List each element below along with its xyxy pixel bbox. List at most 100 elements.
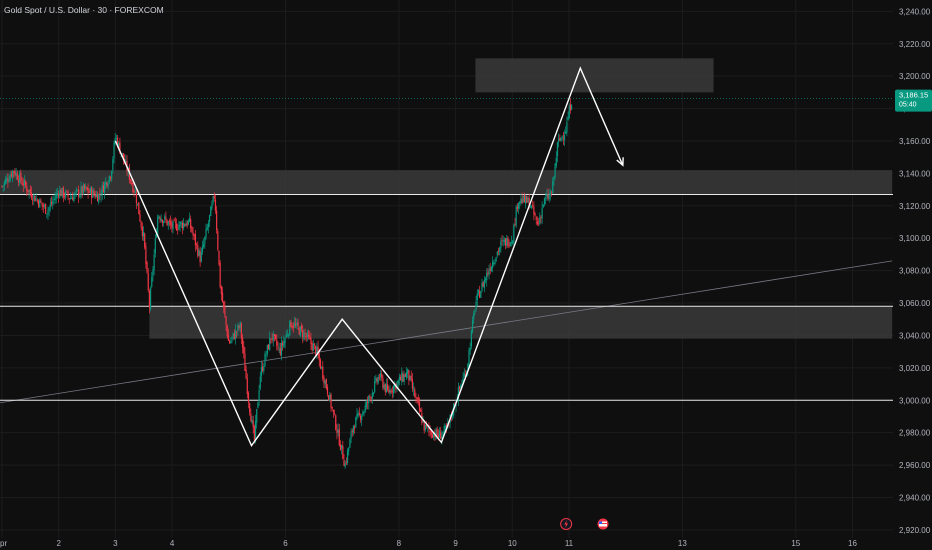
candle-body bbox=[262, 366, 264, 372]
zone-rectangle[interactable] bbox=[475, 58, 714, 93]
candle-body bbox=[125, 160, 127, 163]
candle-body bbox=[357, 413, 359, 416]
candle-body bbox=[296, 322, 298, 326]
candle-body bbox=[21, 181, 23, 185]
candle-body bbox=[257, 402, 259, 409]
candle-body bbox=[397, 380, 399, 384]
zone-rectangle[interactable] bbox=[0, 170, 893, 195]
candle-body bbox=[132, 182, 134, 192]
time-axis[interactable]: pr 2 3 4 6 8 9 10 11 13 15 16 bbox=[0, 538, 932, 550]
candle-body bbox=[22, 183, 24, 186]
candle-body bbox=[429, 431, 431, 432]
candle-body bbox=[318, 353, 320, 361]
candle-body bbox=[116, 137, 119, 147]
candle-body bbox=[558, 138, 560, 142]
candle-body bbox=[499, 247, 501, 252]
candle-body bbox=[113, 142, 115, 159]
candle-body bbox=[50, 202, 53, 204]
candle-body bbox=[492, 261, 494, 268]
candle-body bbox=[463, 373, 465, 377]
candle-body bbox=[41, 202, 43, 206]
candle-body bbox=[388, 389, 390, 393]
candle-body bbox=[74, 192, 76, 196]
candle-body bbox=[14, 171, 16, 176]
candle-body bbox=[284, 338, 286, 343]
candle-body bbox=[138, 202, 140, 215]
candle-body bbox=[361, 415, 363, 421]
candle-body bbox=[513, 224, 515, 243]
trendline[interactable] bbox=[0, 260, 893, 405]
candle-body bbox=[420, 409, 422, 412]
candle-body bbox=[154, 238, 156, 254]
time-tick-label: 11 bbox=[565, 539, 574, 548]
support-resistance-zones[interactable] bbox=[0, 58, 893, 339]
candle-body bbox=[418, 401, 421, 411]
candle-body bbox=[46, 213, 48, 215]
candle-body bbox=[293, 323, 296, 327]
candle-body bbox=[379, 373, 382, 377]
candle-body bbox=[174, 221, 176, 223]
candle-body bbox=[508, 245, 510, 247]
candle-body bbox=[348, 447, 350, 452]
candle-body bbox=[219, 262, 221, 288]
candle-body bbox=[241, 337, 244, 348]
candle-body bbox=[400, 376, 402, 381]
candle-body bbox=[254, 420, 257, 440]
candle-body bbox=[375, 377, 377, 381]
candle-body bbox=[376, 379, 378, 382]
candle-body bbox=[462, 377, 464, 383]
candle-body bbox=[366, 401, 369, 403]
candle-body bbox=[238, 325, 240, 328]
candle-body bbox=[458, 386, 461, 389]
zone-rectangle[interactable] bbox=[149, 306, 893, 339]
candle-body bbox=[430, 430, 432, 435]
candle-body bbox=[486, 272, 488, 281]
candle-body bbox=[144, 233, 146, 248]
candle-body bbox=[343, 459, 345, 466]
candle-body bbox=[193, 234, 195, 236]
candle-body bbox=[86, 186, 88, 190]
candle-body bbox=[237, 325, 239, 331]
candle-body bbox=[534, 213, 536, 216]
candle-body bbox=[387, 383, 389, 390]
price-axis[interactable]: 2,920.00 2,940.00 2,960.00 2,980.00 3,000.00… bbox=[893, 0, 932, 550]
candle-body bbox=[233, 333, 235, 339]
lightning-bolt bbox=[564, 520, 569, 528]
candle-body bbox=[205, 228, 207, 238]
candle-body bbox=[226, 325, 228, 337]
projection-pattern[interactable] bbox=[114, 66, 624, 447]
candle-body bbox=[337, 429, 339, 433]
candle-body bbox=[424, 424, 426, 430]
event-markers[interactable] bbox=[560, 518, 609, 530]
candle-body bbox=[339, 444, 342, 450]
candle-body bbox=[322, 366, 324, 379]
candle-body bbox=[383, 385, 385, 389]
candle-body bbox=[563, 134, 566, 141]
candle-body bbox=[267, 344, 270, 350]
candle-body bbox=[479, 291, 481, 298]
candle-body bbox=[15, 172, 17, 176]
candle-body bbox=[519, 201, 521, 204]
candle-body bbox=[567, 117, 569, 121]
candle-body bbox=[152, 269, 154, 277]
price-tick-label: 3,220.00 bbox=[899, 40, 931, 49]
zigzag-pattern-line[interactable] bbox=[114, 66, 624, 447]
candle-body bbox=[139, 213, 141, 222]
candle-body bbox=[9, 175, 11, 181]
candle-body bbox=[224, 306, 226, 316]
candle-body bbox=[328, 395, 330, 401]
candle-body bbox=[229, 340, 231, 344]
price-tick-label: 3,140.00 bbox=[899, 169, 931, 178]
candle-body bbox=[392, 385, 395, 394]
candle-body bbox=[389, 389, 391, 394]
candle-body bbox=[488, 270, 490, 275]
trendline-line[interactable] bbox=[0, 260, 893, 405]
arrow-head bbox=[616, 157, 624, 167]
time-tick-label: 6 bbox=[283, 539, 288, 548]
candle-body bbox=[157, 216, 159, 235]
candle-body bbox=[75, 189, 77, 191]
candle-body bbox=[56, 193, 59, 195]
candle-body bbox=[107, 183, 109, 187]
candle-body bbox=[331, 407, 333, 409]
